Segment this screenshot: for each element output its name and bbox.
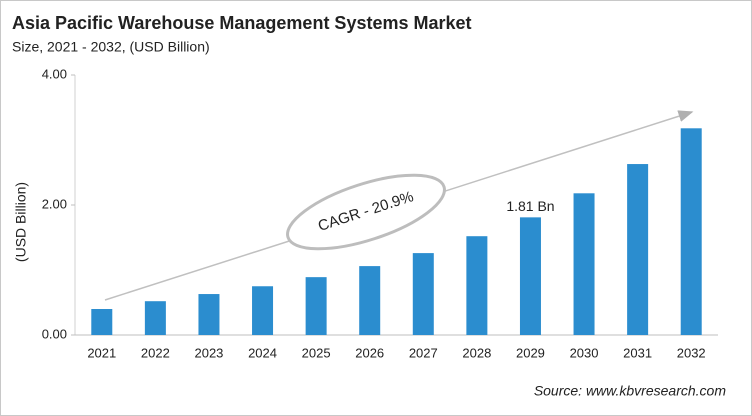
x-tick-label: 2026 [355,345,384,360]
x-tick-label: 2023 [194,345,223,360]
x-tick-label: 2025 [302,345,331,360]
x-tick-label: 2032 [677,345,706,360]
cagr-callout: CAGR - 20.9% [286,173,446,251]
x-tick-label: 2024 [248,345,277,360]
x-tick-label: 2030 [570,345,599,360]
bar [412,253,434,335]
bar [91,309,113,335]
bar [680,128,702,335]
bar [144,301,166,335]
bar [573,193,595,335]
bar [198,294,220,335]
x-tick-label: 2021 [87,345,116,360]
source: Source: www.kbvresearch.com [534,383,727,399]
chart-subtitle: Size, 2021 - 2032, (USD Billion) [12,39,210,55]
y-tick-label: 2.00 [42,196,67,211]
bar [627,164,649,335]
cagr-ellipse [286,173,446,251]
x-tick-label: 2022 [141,345,170,360]
bar [252,286,274,335]
bar [519,217,541,335]
y-axis-label: (USD Billion) [13,182,29,262]
value-label: 1.81 Bn [506,198,554,214]
x-tick-label: 2027 [409,345,438,360]
x-tick-label: 2029 [516,345,545,360]
x-tick-label: 2028 [462,345,491,360]
y-tick-label: 4.00 [42,66,67,81]
chart-title: Asia Pacific Warehouse Management System… [12,13,472,33]
bar [305,277,327,335]
bar [359,266,381,335]
bar [466,236,488,335]
x-tick-label: 2031 [623,345,652,360]
y-tick-label: 0.00 [42,326,67,341]
